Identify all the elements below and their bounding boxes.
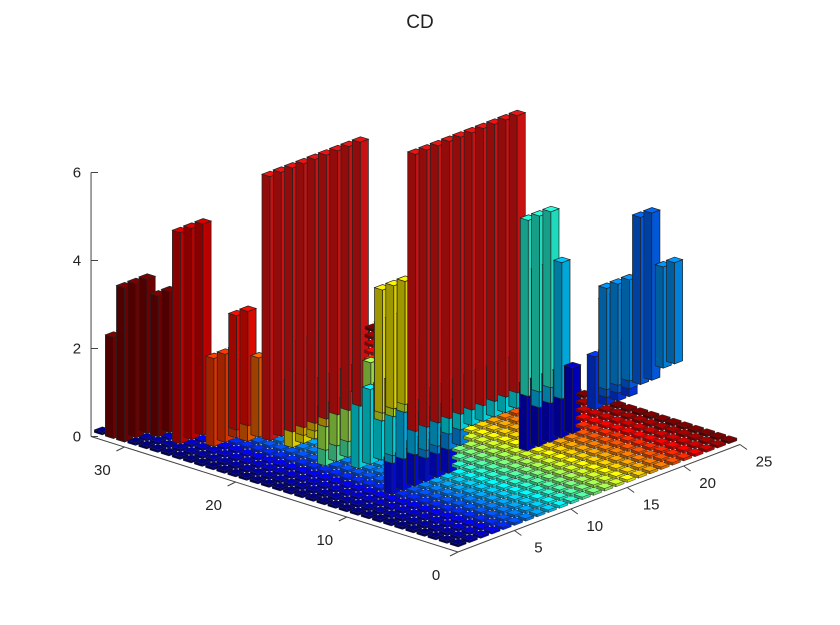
bar-top-face bbox=[642, 410, 660, 417]
z-tick-label: 2 bbox=[73, 341, 81, 358]
bar-side-face bbox=[239, 308, 249, 427]
bar-top-face bbox=[563, 361, 582, 369]
bar-side-face bbox=[340, 143, 350, 412]
bar-top-face bbox=[665, 256, 684, 264]
right-tick-label: 10 bbox=[586, 518, 603, 535]
right-tick bbox=[739, 444, 748, 450]
right-tick-label: 15 bbox=[643, 497, 660, 514]
bar-side-face bbox=[329, 147, 339, 416]
bar-top-face bbox=[620, 403, 638, 410]
bar-side-face bbox=[586, 353, 596, 411]
bar-top-face bbox=[138, 273, 157, 280]
bar-side-face bbox=[519, 217, 529, 397]
bar-side-face bbox=[127, 280, 137, 439]
bar-side-face bbox=[497, 117, 507, 398]
bar-side-face bbox=[216, 351, 226, 443]
depth-tick-label: 10 bbox=[316, 532, 333, 549]
right-tick-label: 25 bbox=[756, 454, 773, 471]
bar-side-face bbox=[105, 334, 114, 439]
right-tick bbox=[570, 508, 579, 515]
bar-side-face bbox=[284, 165, 293, 433]
bar-side-face bbox=[598, 285, 608, 391]
bar-side-face bbox=[395, 407, 405, 460]
bar-side-face bbox=[205, 355, 215, 448]
bar-top-face bbox=[675, 421, 694, 428]
bar-top-face bbox=[351, 136, 370, 143]
bar-side-face bbox=[295, 160, 305, 429]
bar-top-face bbox=[642, 207, 661, 214]
bar-side-face bbox=[351, 139, 361, 407]
bar-top-face bbox=[720, 435, 738, 442]
z-tick-label: 4 bbox=[73, 253, 81, 270]
bar-top-face bbox=[664, 417, 682, 424]
bar-side-face bbox=[486, 121, 496, 402]
bar-side-face bbox=[553, 259, 563, 400]
bar-side-face bbox=[116, 285, 125, 443]
right-tick bbox=[514, 530, 522, 536]
bar-side-face bbox=[475, 125, 484, 407]
bar-top-face bbox=[552, 256, 572, 264]
bar-side-face bbox=[452, 134, 462, 415]
bar-side-face bbox=[463, 129, 473, 411]
bar-side-face bbox=[161, 288, 170, 434]
bar-side-face bbox=[228, 312, 238, 431]
bar-side-face bbox=[407, 151, 417, 433]
right-tick bbox=[626, 487, 635, 493]
bar-top-face bbox=[508, 109, 527, 117]
z-tick-label: 6 bbox=[73, 165, 81, 182]
bar-side-face bbox=[508, 112, 518, 394]
bar-side-face bbox=[531, 213, 540, 393]
bar-side-face bbox=[654, 264, 664, 369]
depth-tick bbox=[116, 446, 125, 452]
bar-side-face bbox=[318, 152, 327, 420]
bar-side-face bbox=[149, 293, 159, 438]
bar-top-face bbox=[653, 414, 671, 421]
depth-tick bbox=[338, 516, 348, 522]
bar-side-face bbox=[261, 173, 271, 442]
right-axis-line bbox=[457, 444, 741, 553]
bar-side-face bbox=[621, 276, 630, 382]
bar-side-face bbox=[361, 386, 371, 465]
bar-top-face bbox=[193, 218, 213, 225]
bar-side-face bbox=[374, 287, 383, 414]
bar-side-face bbox=[306, 156, 316, 424]
bar-side-face bbox=[643, 210, 653, 381]
bar-side-face bbox=[183, 225, 193, 441]
chart-title: CD bbox=[406, 12, 434, 33]
right-tick-label: 20 bbox=[699, 475, 716, 492]
bar-side-face bbox=[138, 276, 148, 434]
bar-side-face bbox=[542, 208, 552, 389]
depth-tick-label: 30 bbox=[94, 462, 111, 479]
bar-side-face bbox=[441, 138, 450, 420]
bar-top-face bbox=[686, 424, 705, 431]
bar-top-face bbox=[541, 205, 561, 213]
bar-side-face bbox=[250, 355, 260, 438]
bar-side-face bbox=[194, 221, 204, 436]
bar-side-face bbox=[396, 278, 406, 406]
z-tick-label: 0 bbox=[73, 429, 81, 446]
bar-top-face bbox=[709, 431, 727, 438]
bar-side-face bbox=[609, 281, 619, 386]
right-tick-label: 5 bbox=[534, 540, 542, 557]
bar-side-face bbox=[632, 214, 641, 386]
bar-side-face bbox=[429, 142, 439, 424]
depth-tick bbox=[449, 551, 459, 557]
bar-front-face bbox=[674, 259, 683, 365]
bar-side-face bbox=[418, 147, 428, 428]
bar-side-face bbox=[563, 364, 573, 435]
bar-top-face bbox=[238, 305, 258, 312]
bar-side-face bbox=[385, 282, 395, 410]
depth-tick-label: 0 bbox=[432, 567, 440, 584]
bar-top-face bbox=[697, 428, 716, 435]
bar-side-face bbox=[172, 229, 181, 445]
depth-tick bbox=[227, 481, 236, 487]
right-tick bbox=[683, 465, 691, 472]
bar-top-face bbox=[631, 407, 649, 414]
depth-tick-label: 20 bbox=[205, 497, 222, 514]
depth-axis-line bbox=[90, 436, 459, 553]
bar-side-face bbox=[272, 169, 282, 437]
bar-side-face bbox=[666, 259, 675, 365]
